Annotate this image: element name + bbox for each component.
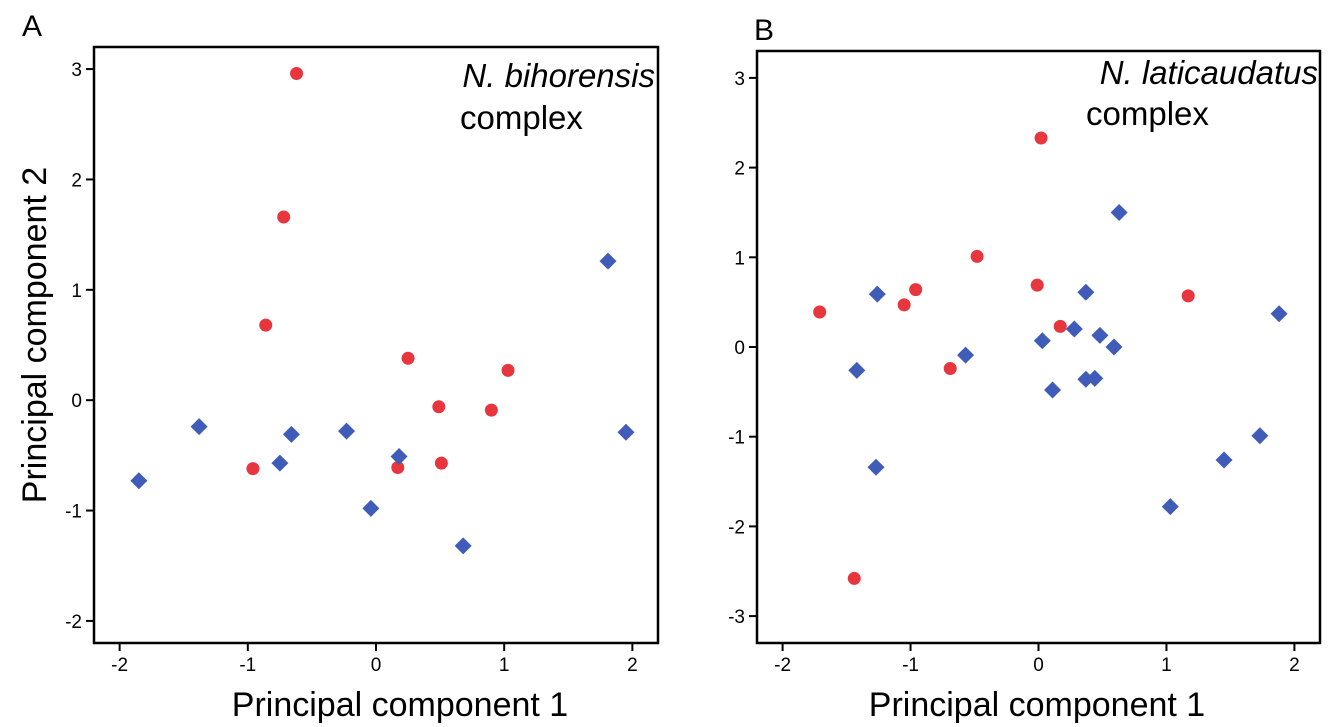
panel-b-point-diamond bbox=[1251, 427, 1269, 445]
panel-a-y-axis-title: Principal component 2 bbox=[16, 167, 54, 503]
panel-a-point-diamond bbox=[617, 423, 635, 441]
panel-b-x-tick-label: 0 bbox=[1033, 655, 1044, 676]
panel-a-point-circle bbox=[434, 456, 448, 470]
panel-a-ticks: -2 -1 0 1 2 -2 -1 0 1 2 3 bbox=[65, 60, 638, 676]
panel-a-point-circle bbox=[277, 210, 291, 224]
panel-b-point-diamond bbox=[1270, 305, 1288, 323]
panel-b-point-circle bbox=[1030, 278, 1044, 292]
panel-b-point-circle bbox=[847, 571, 861, 585]
panel-a-point-circle bbox=[432, 400, 446, 414]
panel-b-y-tick-label: 2 bbox=[734, 159, 745, 180]
panel-b-point-diamond bbox=[957, 346, 975, 364]
panel-a-point-circle bbox=[259, 318, 273, 332]
panel-b-point-diamond bbox=[1044, 381, 1062, 399]
panel-a-y-tick-label: 1 bbox=[71, 281, 82, 302]
panel-b-y-tick-label: -1 bbox=[728, 428, 745, 449]
panel-a-point-diamond bbox=[271, 454, 289, 472]
panel-a-annotation-species: N. bihorensis bbox=[462, 57, 655, 94]
panel-a-point-circle bbox=[484, 403, 498, 417]
panel-a-point-diamond bbox=[190, 418, 208, 436]
panel-b-y-tick-label: 1 bbox=[734, 248, 745, 269]
panel-a-y-tick-label: 2 bbox=[71, 170, 82, 191]
panel-b-point-diamond bbox=[1077, 283, 1095, 301]
panel-b: B Principal component 1 -2 -1 0 1 2 -3 -2 -1 0 1 2… bbox=[728, 14, 1322, 724]
panel-a-point-circle bbox=[401, 351, 415, 365]
panel-b-letter: B bbox=[754, 14, 774, 47]
panel-b-plot-frame bbox=[755, 49, 1322, 645]
panel-a-point-circle bbox=[290, 66, 304, 80]
panel-a-point-diamond bbox=[362, 499, 380, 517]
panel-a-points bbox=[130, 66, 635, 555]
panel-a-plot-frame bbox=[92, 45, 660, 645]
panel-b-x-tick-label: 1 bbox=[1161, 655, 1172, 676]
panel-a-x-tick-label: -2 bbox=[111, 655, 128, 676]
panel-b-point-diamond bbox=[1161, 498, 1179, 516]
panel-b-y-tick-label: -2 bbox=[728, 517, 745, 538]
panel-b-point-diamond bbox=[848, 361, 866, 379]
panel-b-point-circle bbox=[970, 249, 984, 263]
panel-a-point-circle bbox=[246, 462, 260, 476]
panel-a-letter: A bbox=[22, 10, 42, 43]
panel-a-point-diamond bbox=[282, 425, 300, 443]
panel-b-plot: -2 -1 0 1 2 -3 -2 -1 0 1 2 3 N. laticaudatus comple… bbox=[728, 49, 1322, 676]
panel-a: A Principal component 2 Principal compon… bbox=[16, 10, 660, 724]
panel-b-point-diamond bbox=[1065, 320, 1083, 338]
panel-b-points bbox=[813, 131, 1288, 585]
panel-a-x-tick-label: -1 bbox=[239, 655, 256, 676]
panel-a-y-tick-label: -2 bbox=[65, 612, 82, 633]
panel-b-x-tick-label: 2 bbox=[1289, 655, 1300, 676]
panel-a-y-tick-label: 0 bbox=[71, 391, 82, 412]
panel-b-x-tick-label: -1 bbox=[902, 655, 919, 676]
panel-a-x-tick-label: 2 bbox=[627, 655, 638, 676]
panel-b-x-tick-label: -2 bbox=[774, 655, 791, 676]
panel-b-y-tick-label: 0 bbox=[734, 338, 745, 359]
panel-b-annotation-complex: complex bbox=[1086, 95, 1209, 132]
panel-a-point-diamond bbox=[599, 252, 617, 270]
panel-b-point-circle bbox=[909, 283, 923, 297]
panel-a-point-circle bbox=[501, 363, 515, 377]
panel-b-point-circle bbox=[943, 362, 957, 376]
panel-b-ticks: -2 -1 0 1 2 -3 -2 -1 0 1 2 3 bbox=[728, 69, 1300, 676]
panel-b-point-circle bbox=[897, 298, 911, 312]
panel-b-point-diamond bbox=[1105, 338, 1123, 356]
panel-a-x-axis-title: Principal component 1 bbox=[232, 686, 568, 724]
panel-b-point-diamond bbox=[1091, 326, 1109, 344]
panel-a-plot: -2 -1 0 1 2 -2 -1 0 1 2 3 N. bihorensis complex bbox=[65, 45, 660, 676]
panel-a-point-diamond bbox=[390, 447, 408, 465]
panel-a-y-tick-label: 3 bbox=[71, 60, 82, 81]
panel-a-x-tick-label: 1 bbox=[499, 655, 510, 676]
panel-b-y-tick-label: 3 bbox=[734, 69, 745, 90]
panel-b-point-circle bbox=[1053, 319, 1067, 333]
panel-a-point-diamond bbox=[338, 422, 356, 440]
panel-b-point-circle bbox=[1181, 289, 1195, 303]
panel-a-annotation-complex: complex bbox=[460, 99, 583, 136]
panel-b-y-tick-label: -3 bbox=[728, 607, 745, 628]
panel-b-point-diamond bbox=[1215, 451, 1233, 469]
panel-a-point-circle bbox=[391, 461, 405, 475]
panel-a-point-diamond bbox=[454, 537, 472, 555]
panel-b-point-diamond bbox=[867, 458, 885, 476]
panel-b-point-circle bbox=[1034, 131, 1048, 145]
panel-b-point-diamond bbox=[1110, 203, 1128, 221]
panel-b-annotation-species: N. laticaudatus bbox=[1100, 54, 1318, 91]
panel-a-point-diamond bbox=[130, 472, 148, 490]
panel-b-point-diamond bbox=[868, 285, 886, 303]
panel-b-point-circle bbox=[813, 305, 827, 319]
panel-b-x-axis-title: Principal component 1 bbox=[869, 686, 1205, 724]
panel-a-y-tick-label: -1 bbox=[65, 502, 82, 523]
panel-a-x-tick-label: 0 bbox=[371, 655, 382, 676]
panel-b-point-diamond bbox=[1086, 369, 1104, 387]
panel-b-point-diamond bbox=[1033, 332, 1051, 350]
